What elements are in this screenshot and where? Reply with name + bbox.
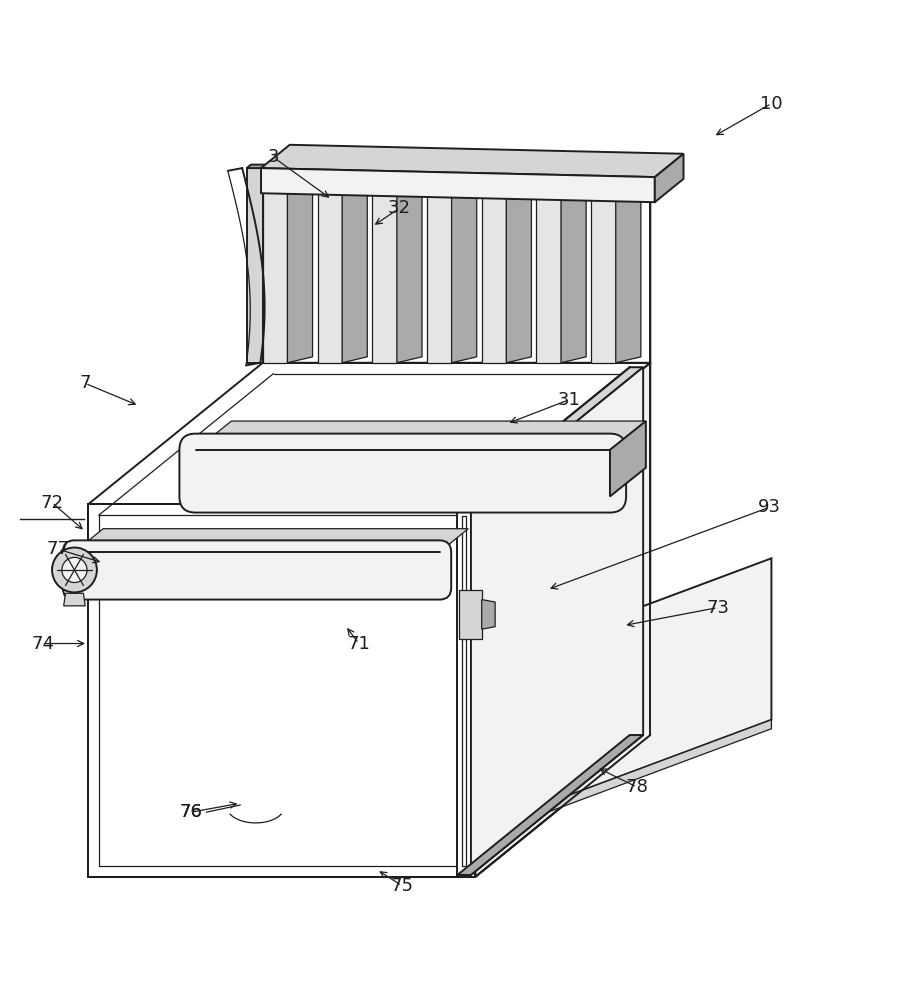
Text: 32: 32 [388,199,411,217]
Text: 77: 77 [47,540,70,558]
Text: 78: 78 [625,778,649,796]
Polygon shape [64,593,85,606]
Polygon shape [475,363,650,877]
Polygon shape [471,720,771,841]
Text: 76: 76 [179,803,203,821]
Polygon shape [88,504,475,877]
Polygon shape [263,166,312,186]
Text: 71: 71 [347,635,370,653]
Polygon shape [610,421,646,496]
Text: 75: 75 [390,877,414,895]
Polygon shape [615,166,640,363]
Polygon shape [457,367,643,507]
FancyBboxPatch shape [179,434,626,513]
Polygon shape [263,168,650,363]
Text: 73: 73 [706,599,729,617]
Text: 76: 76 [179,803,203,821]
Polygon shape [261,145,684,177]
Polygon shape [482,166,531,186]
Polygon shape [247,168,263,363]
Polygon shape [506,166,531,363]
Circle shape [52,548,97,592]
Text: 3: 3 [268,148,279,166]
Polygon shape [261,168,655,202]
Polygon shape [457,507,471,875]
Text: 31: 31 [558,391,581,409]
Polygon shape [536,166,586,186]
Text: 10: 10 [760,95,783,113]
Polygon shape [427,166,476,186]
Polygon shape [482,186,506,363]
Polygon shape [342,166,367,363]
Polygon shape [74,529,468,552]
Circle shape [62,557,87,583]
Polygon shape [247,165,267,168]
Polygon shape [287,166,312,363]
Polygon shape [88,735,650,877]
Polygon shape [561,166,586,363]
Text: 72: 72 [40,494,64,512]
Polygon shape [263,186,287,363]
Text: 93: 93 [758,498,781,516]
Polygon shape [396,166,422,363]
Polygon shape [318,166,367,186]
FancyBboxPatch shape [63,540,451,600]
Text: 74: 74 [31,635,55,653]
Polygon shape [471,558,771,832]
Polygon shape [591,166,640,186]
Polygon shape [427,186,451,363]
Polygon shape [591,186,615,363]
Polygon shape [536,186,561,363]
Polygon shape [372,186,396,363]
Polygon shape [459,590,482,639]
Polygon shape [482,600,495,629]
Polygon shape [471,367,643,875]
Polygon shape [196,421,646,450]
Polygon shape [457,735,643,875]
Polygon shape [655,154,684,202]
Polygon shape [372,166,422,186]
Polygon shape [318,186,342,363]
Polygon shape [451,166,476,363]
Text: 7: 7 [80,374,91,392]
